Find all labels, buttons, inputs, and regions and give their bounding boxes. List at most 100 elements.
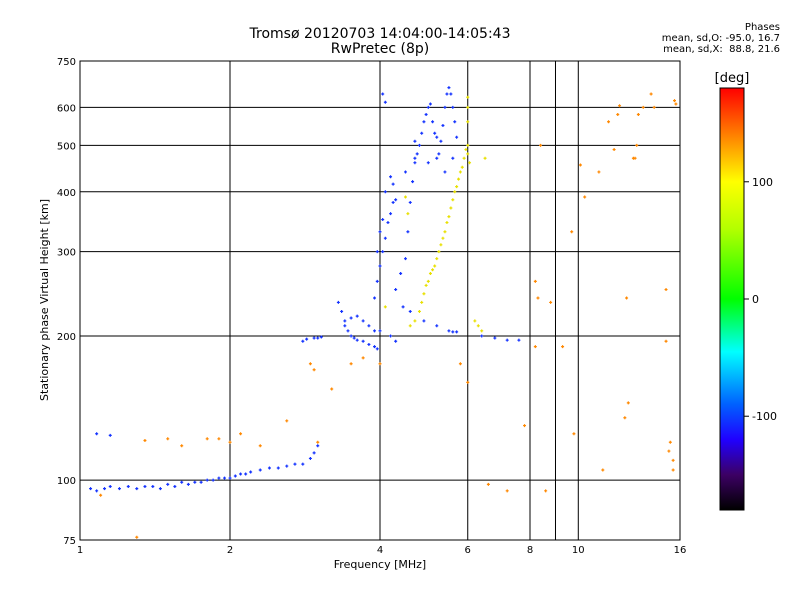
data-point-scatter (667, 449, 671, 453)
data-point-scatter (583, 195, 587, 199)
data-point-o (517, 338, 521, 342)
data-point-x (443, 230, 447, 234)
colorbar-label: [deg] (715, 71, 750, 86)
grid (80, 61, 680, 540)
data-point-scatter (312, 368, 316, 372)
data-point-scatter (578, 163, 582, 167)
data-point-scatter (378, 362, 382, 366)
data-point-o (211, 478, 215, 482)
data-point-o (455, 135, 459, 139)
data-point-o (391, 200, 395, 204)
data-point-o (349, 334, 353, 338)
data-point-scatter (205, 437, 209, 441)
data-point-o (249, 470, 253, 474)
data-point-scatter (601, 468, 605, 472)
data-point-o (89, 487, 93, 491)
data-point-o (435, 135, 439, 139)
data-point-scatter (505, 489, 509, 493)
data-point-x (441, 236, 445, 240)
data-point-o (447, 329, 451, 333)
data-point-o (312, 451, 316, 455)
data-point-x (466, 120, 470, 124)
data-point-o (239, 472, 243, 476)
data-point-scatter (533, 279, 537, 283)
data-point-x (460, 165, 464, 169)
data-point-o (217, 476, 221, 480)
data-point-x (422, 292, 426, 296)
colorbar-tick-label: 100 (752, 176, 773, 189)
y-tick-label: 750 (57, 57, 76, 68)
data-point-o (394, 288, 398, 292)
data-point-o (361, 319, 365, 323)
data-point-scatter (544, 489, 548, 493)
data-point-o (352, 336, 356, 340)
data-point-scatter (536, 296, 540, 300)
data-point-o (301, 339, 305, 343)
data-point-o (424, 112, 428, 116)
data-point-scatter (671, 458, 675, 462)
data-point-x (466, 143, 470, 147)
data-point-o (413, 156, 417, 160)
data-point-o (381, 218, 385, 222)
data-point-o (336, 300, 340, 304)
y-tick-label: 200 (57, 332, 76, 343)
phases-stat-o: mean, sd,O: -95.0, 16.7 (661, 33, 780, 44)
data-point-x (383, 305, 387, 309)
data-point-o (312, 336, 316, 340)
x-tick-labels: 1 2 4 6 8 10 16 (77, 545, 687, 556)
data-point-o (135, 487, 139, 491)
data-point-scatter (572, 432, 576, 436)
data-point-o (428, 102, 432, 106)
data-point-scatter (349, 362, 353, 366)
data-point-o (415, 152, 419, 156)
data-point-x (476, 324, 480, 328)
data-point-x (468, 161, 472, 165)
data-point-o (426, 105, 430, 109)
data-point-o (451, 156, 455, 160)
x-tick-label: 10 (572, 545, 585, 556)
y-tick-label: 300 (57, 248, 76, 259)
data-point-scatter (539, 143, 543, 147)
data-point-scatter (135, 535, 139, 539)
data-point-o (433, 131, 437, 135)
data-point-x (403, 195, 407, 199)
x-tick-label: 8 (527, 545, 533, 556)
data-point-o (343, 319, 347, 323)
data-point-x (455, 185, 459, 189)
data-point-o (435, 156, 439, 160)
data-point-scatter (633, 156, 637, 160)
data-point-x (458, 170, 462, 174)
data-point-o (439, 139, 443, 143)
data-point-scatter (570, 230, 574, 234)
data-point-o (373, 296, 377, 300)
data-point-o (493, 336, 497, 340)
data-point-o (108, 433, 112, 437)
x-tick-label: 4 (377, 545, 383, 556)
y-tick-label: 75 (63, 536, 76, 547)
data-point-o (346, 329, 350, 333)
data-point-o (449, 92, 453, 96)
data-point-o (383, 190, 387, 194)
y-axis-label: Stationary phase Virtual Height [km] (38, 199, 51, 401)
data-point-o (394, 198, 398, 202)
y-tick-label: 400 (57, 188, 76, 199)
data-point-o (367, 324, 371, 328)
data-point-o (228, 476, 232, 480)
data-point-o (373, 329, 377, 333)
x-tick-label: 6 (465, 545, 471, 556)
data-point-x (451, 198, 455, 202)
data-point-x (417, 309, 421, 313)
data-point-o (355, 338, 359, 342)
phases-title: Phases (744, 22, 780, 33)
colorbar-ticks: 100 0 -100 (744, 176, 777, 423)
data-point-o (375, 250, 379, 254)
data-point-x (457, 177, 461, 181)
data-point-o (151, 484, 155, 488)
data-point-x (408, 324, 412, 328)
data-point-o (340, 309, 344, 313)
data-point-o (180, 480, 184, 484)
data-point-scatter (316, 440, 320, 444)
data-point-o (285, 464, 289, 468)
data-point-scatter (652, 105, 656, 109)
data-point-o (305, 337, 309, 341)
